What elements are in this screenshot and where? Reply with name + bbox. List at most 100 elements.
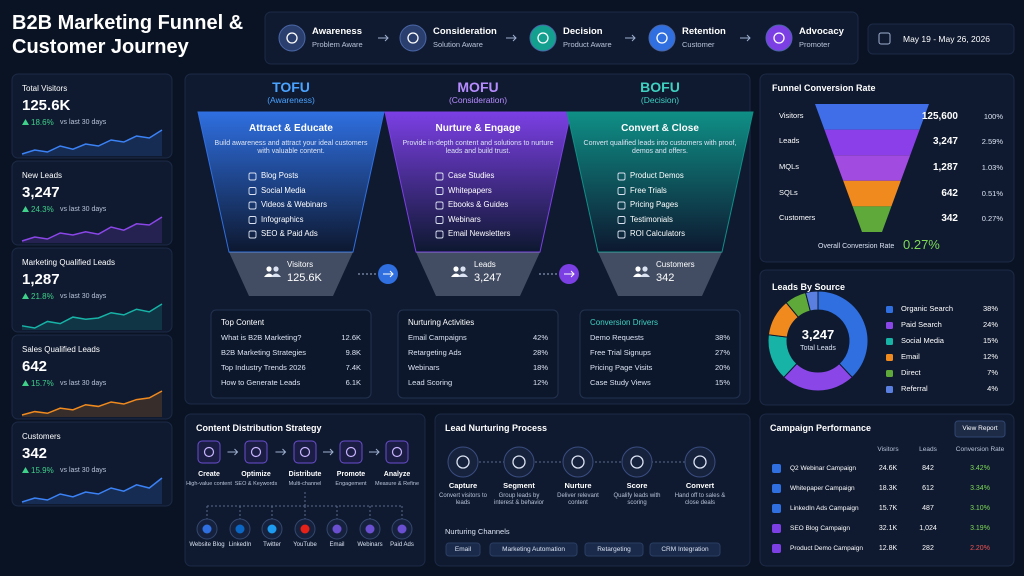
row-value: 9.8K	[345, 348, 361, 357]
channel-label: Webinars	[357, 542, 383, 548]
step-sub: Deliver relevant content	[557, 493, 599, 506]
step-glyph	[203, 446, 215, 458]
panel	[11, 160, 173, 246]
legend-value: 7%	[987, 368, 998, 377]
stage-item: Videos & Webinars	[261, 200, 328, 209]
step-label: Analyze	[383, 471, 411, 478]
panel-title: Funnel Conversion Rate	[772, 83, 876, 93]
arrow-head	[329, 448, 334, 456]
panel	[11, 334, 173, 420]
journey-label: Advocacy	[799, 26, 844, 37]
funnel-band	[815, 104, 929, 130]
row-name: B2B Marketing Strategies	[221, 348, 307, 357]
journey-icon-glyph	[537, 32, 549, 44]
journey-icon-glyph	[656, 32, 668, 44]
journey-icon-glyph	[773, 32, 785, 44]
donut-segment	[817, 290, 869, 379]
legend-name: Direct	[901, 368, 921, 377]
step-sub: Qualify leads with scoring	[613, 493, 661, 506]
stage-rate: 1.03%	[981, 163, 1003, 172]
funnel-band	[843, 180, 901, 207]
stage-name: TOFU	[272, 79, 310, 95]
journey-icon	[278, 24, 306, 52]
funnel-neck	[416, 252, 540, 296]
sub-panel	[210, 309, 372, 399]
campaign-rate: 3.34%	[970, 485, 990, 492]
metric-value: 342	[656, 272, 675, 284]
campaign-name: Q2 Webinar Campaign	[790, 465, 856, 472]
funnel-band	[824, 129, 920, 156]
channel-glyph	[300, 524, 310, 534]
kpi-value: 642	[22, 358, 48, 375]
legend-swatch	[886, 354, 893, 361]
row-value: 15%	[714, 378, 730, 387]
step-glyph	[250, 446, 262, 458]
view-report-button[interactable]: View Report	[962, 425, 998, 432]
step-label: Create	[198, 471, 220, 478]
step-glyph	[630, 455, 644, 469]
kpi-label: Total Visitors	[22, 84, 68, 93]
metric-label: Visitors	[287, 260, 314, 269]
kpi-change: 24.3%	[31, 205, 54, 214]
step-icon	[244, 440, 268, 464]
icon	[451, 273, 461, 277]
step-sub: Group leads by interest & behavior	[493, 493, 545, 506]
sub-panel-title: Top Content	[221, 318, 265, 327]
campaign-leads: 1,024	[919, 525, 937, 532]
total-label: Total Leads	[800, 345, 836, 352]
stage-item: Ebooks & Guides	[448, 200, 509, 209]
step-icon	[293, 440, 317, 464]
up-arrow	[22, 293, 29, 299]
column-header: Leads	[919, 446, 937, 453]
panel-title: Leads By Source	[772, 282, 846, 292]
stage-rate: 0.51%	[981, 188, 1003, 198]
channel-label: Email	[329, 542, 345, 548]
channel-glyph	[235, 524, 245, 534]
step-icon	[447, 446, 479, 478]
sub-panel	[579, 309, 741, 399]
kpi-change: 15.7%	[31, 379, 54, 388]
sparkline-area	[22, 217, 162, 243]
icon	[453, 266, 459, 272]
step-icon	[503, 446, 535, 478]
funnel-body	[384, 111, 572, 253]
row-value: 7.4K	[345, 363, 361, 372]
step-glyph	[571, 455, 585, 469]
chip-label: CRM Integration	[661, 546, 709, 553]
legend-value: 15%	[982, 336, 998, 345]
journey-label: Consideration	[433, 26, 497, 37]
stage-count: 125,600	[921, 110, 958, 122]
arrow-head	[234, 448, 239, 456]
step-glyph	[512, 455, 526, 469]
step-label: Segment	[503, 481, 535, 490]
sparkline	[21, 390, 163, 416]
metric-value: 125.6K	[287, 272, 322, 284]
icon	[266, 266, 272, 272]
stage-phase: (Consideration)	[448, 95, 508, 105]
stage-name: BOFU	[640, 79, 680, 95]
legend-swatch	[886, 386, 893, 393]
campaign-icon	[772, 504, 781, 513]
step-label: Optimize	[241, 471, 271, 478]
step-icon	[339, 440, 363, 464]
funnel-neck	[598, 252, 722, 296]
stage-phase: (Awareness)	[267, 95, 315, 105]
row-name: Free Trial Signups	[590, 348, 651, 357]
row-name: What is B2B Marketing?	[221, 333, 302, 342]
channel-glyph	[397, 524, 407, 534]
icon	[458, 273, 468, 277]
legend-swatch	[886, 338, 893, 345]
row-value: 18%	[532, 363, 548, 372]
chip-label: Marketing Automation	[502, 546, 565, 553]
arrow-head	[282, 448, 287, 456]
button	[954, 420, 1006, 438]
stage-item: Whitepapers	[448, 185, 492, 195]
icon	[640, 273, 650, 277]
campaign-name: Whitepaper Campaign	[790, 485, 855, 492]
sparkline	[21, 216, 163, 242]
stage-description: Convert qualified leads into customers w…	[583, 140, 737, 156]
stage-title: Convert & Close	[621, 123, 699, 134]
campaign-leads: 282	[922, 545, 934, 552]
journey-sub: Customer	[682, 40, 715, 49]
